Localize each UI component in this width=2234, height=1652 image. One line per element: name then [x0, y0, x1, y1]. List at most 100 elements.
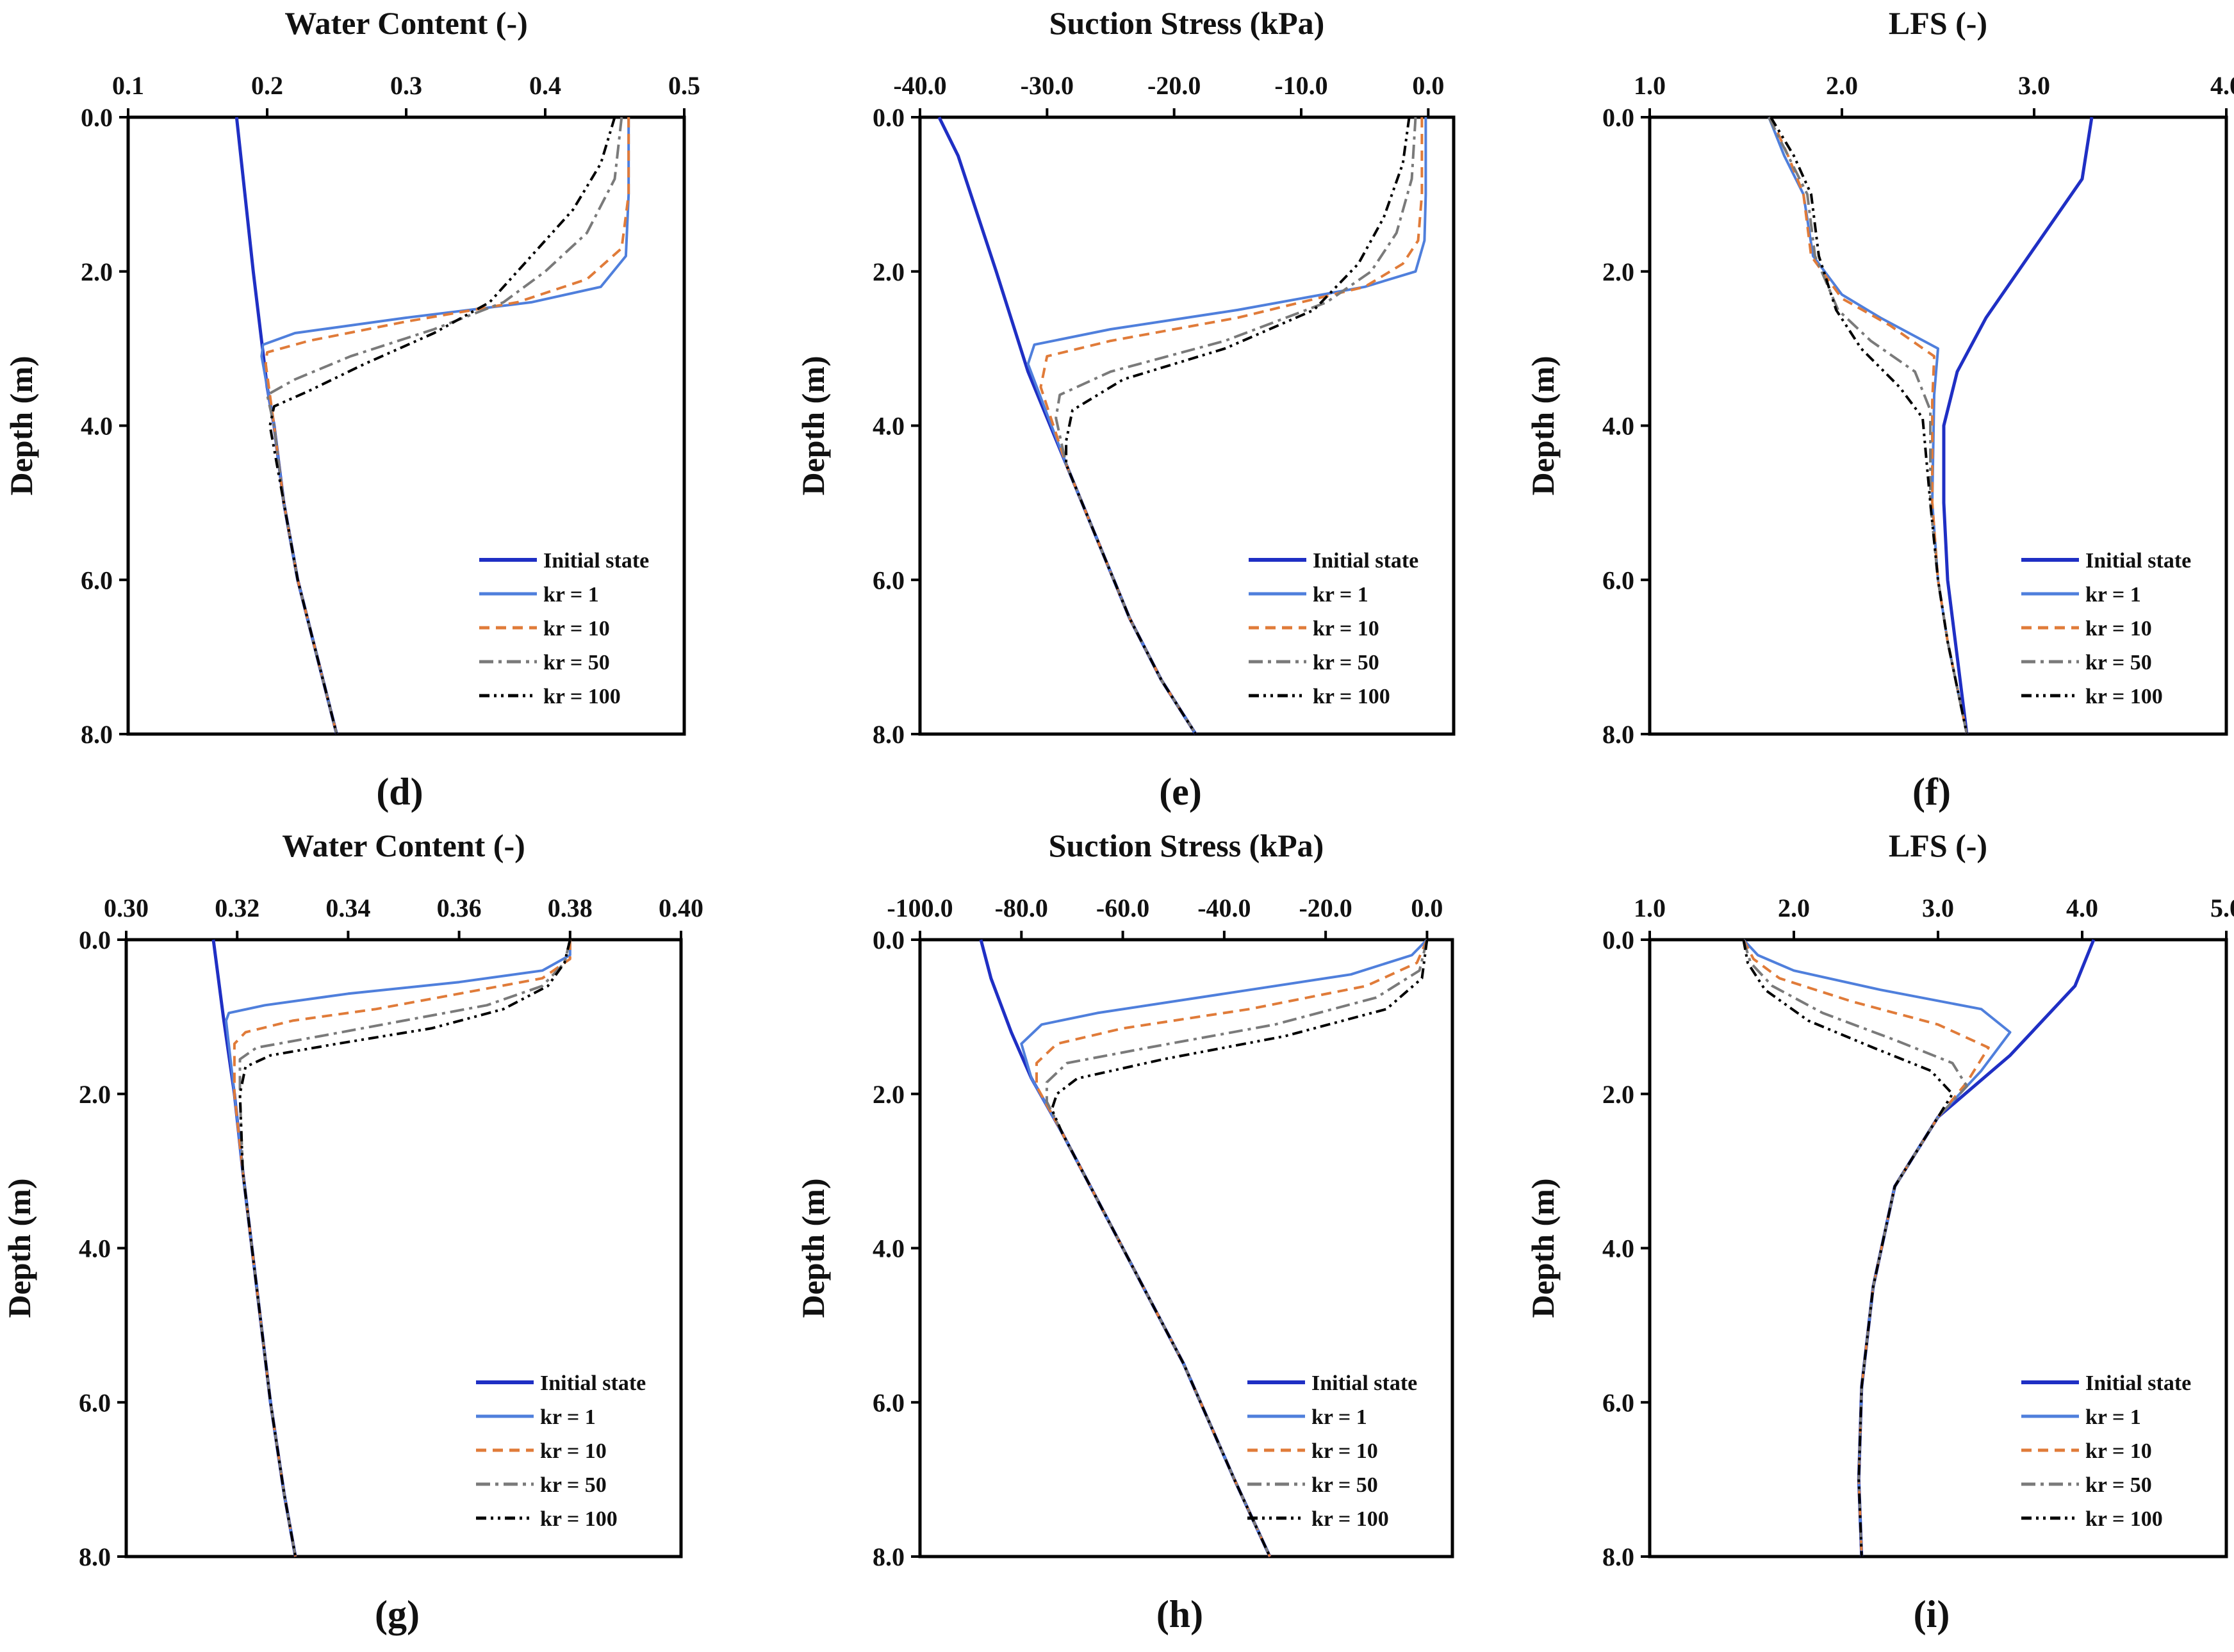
series-line-kr1 — [1026, 117, 1427, 735]
x-tick-label: 3.0 — [1922, 894, 1954, 922]
legend-label: Initial state — [1313, 549, 1418, 573]
panel-i: LFS (-) 1.0 2.0 3.0 4.0 5.0 0.0 2.0 4.0 6.0 8.0 Dep… — [1525, 828, 2234, 1635]
y-tick-label: 2.0 — [79, 1080, 111, 1109]
legend-label: Initial state — [543, 549, 649, 573]
y-tick-label: 0.0 — [873, 103, 905, 132]
x-tick-label: 0.38 — [548, 894, 593, 922]
y-tick-label: 2.0 — [1602, 258, 1634, 286]
chart-title: Suction Stress (kPa) — [1049, 828, 1324, 863]
legend-label: kr = 100 — [1313, 685, 1390, 708]
series-line-kr100 — [1065, 117, 1411, 735]
x-tick-label: -20.0 — [1147, 71, 1201, 100]
series-line-kr100 — [268, 117, 616, 735]
series-line-kr50 — [1742, 939, 1968, 1557]
chart-title: Water Content (-) — [284, 5, 528, 41]
y-tick-label: 4.0 — [1602, 1234, 1634, 1263]
panel-h: Suction Stress (kPa) -100.0 -80.0 -60.0 -40.… — [795, 828, 1454, 1635]
legend-label: kr = 10 — [2085, 617, 2152, 641]
legend-label: kr = 50 — [2085, 651, 2152, 675]
series-line-kr100 — [1742, 939, 1954, 1557]
y-tick-label: 2.0 — [873, 258, 905, 286]
legend-label: kr = 100 — [540, 1507, 618, 1531]
plot-frame — [918, 938, 1454, 1558]
x-tick-label: -20.0 — [1299, 894, 1352, 922]
panel-g: Water Content (-) 0.30 0.32 0.34 0.36 0.38 0.4… — [1, 828, 703, 1635]
y-tick-label: 8.0 — [1602, 1542, 1634, 1571]
plot-frame — [1648, 115, 2228, 736]
y-tick-label: 8.0 — [1602, 720, 1634, 749]
legend-label: kr = 1 — [540, 1405, 596, 1429]
series-line-kr1 — [1020, 938, 1428, 1557]
y-tick-label: 6.0 — [1602, 566, 1634, 594]
y-axis-label: Depth (m) — [1525, 1178, 1561, 1318]
legend-label: kr = 100 — [2085, 685, 2163, 708]
y-axis-label: Depth (m) — [1525, 356, 1561, 495]
legend-label: kr = 100 — [543, 685, 621, 708]
y-tick-label: 0.0 — [79, 926, 111, 954]
legend-label: kr = 50 — [540, 1473, 607, 1497]
x-tick-label: 3.0 — [2018, 71, 2050, 100]
y-tick-label: 6.0 — [81, 566, 113, 594]
legend-label: kr = 1 — [2085, 583, 2141, 607]
x-tick-label: 0.32 — [215, 894, 259, 922]
y-tick-label: 8.0 — [873, 1542, 905, 1571]
series-line-kr50 — [1768, 117, 1968, 735]
y-tick-label: 2.0 — [81, 258, 113, 286]
panel-label: (d) — [376, 771, 423, 813]
panel-label: (f) — [1912, 771, 1951, 813]
series-line-kr100 — [1770, 116, 1968, 735]
y-tick-label: 2.0 — [1602, 1080, 1634, 1109]
legend-label: kr = 50 — [1311, 1473, 1378, 1497]
x-tick-label: 0.0 — [1412, 71, 1444, 100]
y-tick-label: 6.0 — [873, 566, 905, 594]
series-line-kr10 — [1035, 939, 1429, 1557]
y-axis-label: Depth (m) — [1, 1178, 37, 1318]
x-tick-label: -30.0 — [1021, 71, 1074, 100]
y-axis-label: Depth (m) — [3, 356, 39, 495]
panel-label: (h) — [1156, 1593, 1203, 1635]
x-tick-label: 4.0 — [2066, 894, 2098, 922]
x-tick-label: 0.4 — [529, 71, 561, 100]
series-line-initial — [937, 116, 1197, 735]
x-tick-label: -80.0 — [995, 894, 1048, 922]
chart-title: Water Content (-) — [282, 828, 525, 863]
legend-label: kr = 50 — [1313, 651, 1379, 675]
x-tick-label: 0.2 — [251, 71, 283, 100]
series-line-kr10 — [1770, 117, 1968, 735]
legend-label: kr = 1 — [2085, 1405, 2141, 1429]
y-tick-label: 2.0 — [873, 1080, 905, 1109]
x-tick-label: 4.0 — [2210, 71, 2234, 100]
x-tick-label: 1.0 — [1634, 894, 1666, 922]
x-tick-label: 0.30 — [104, 894, 149, 922]
legend-label: kr = 1 — [1313, 583, 1368, 607]
legend-label: Initial state — [540, 1371, 646, 1395]
panel-f: LFS (-) 1.0 2.0 3.0 4.0 0.0 2.0 4.0 6.0 8.0 Depth … — [1525, 5, 2234, 813]
legend-label: kr = 50 — [543, 651, 610, 675]
y-tick-label: 4.0 — [873, 1234, 905, 1263]
x-tick-label: -10.0 — [1274, 71, 1327, 100]
y-axis-label: Depth (m) — [795, 356, 831, 495]
x-tick-label: 0.1 — [112, 71, 144, 100]
x-tick-label: 0.5 — [668, 71, 700, 100]
series-line-kr50 — [1055, 117, 1417, 735]
panel-d: Water Content (-) 0.1 0.2 0.3 0.4 0.5 0.0 2.0 4.… — [3, 5, 700, 813]
legend-label: kr = 10 — [2085, 1439, 2152, 1463]
y-tick-label: 4.0 — [1602, 412, 1634, 441]
y-axis-label: Depth (m) — [795, 1178, 831, 1318]
series-line-kr100 — [238, 939, 571, 1557]
x-tick-label: -100.0 — [887, 894, 953, 922]
panel-label: (g) — [375, 1593, 420, 1635]
y-tick-label: 0.0 — [1602, 926, 1634, 954]
plot-frame — [1648, 938, 2228, 1558]
series-line-kr10 — [1039, 117, 1424, 735]
x-tick-label: -60.0 — [1096, 894, 1149, 922]
x-tick-label: 0.3 — [390, 71, 422, 100]
series-line-kr10 — [233, 940, 571, 1557]
legend-label: kr = 100 — [2085, 1507, 2163, 1531]
x-tick-label: 2.0 — [1778, 894, 1810, 922]
x-tick-label: -40.0 — [1197, 894, 1251, 922]
series-line-kr10 — [264, 117, 630, 735]
x-tick-label: 1.0 — [1634, 71, 1666, 100]
legend-label: kr = 100 — [1311, 1507, 1389, 1531]
y-tick-label: 6.0 — [79, 1388, 111, 1417]
